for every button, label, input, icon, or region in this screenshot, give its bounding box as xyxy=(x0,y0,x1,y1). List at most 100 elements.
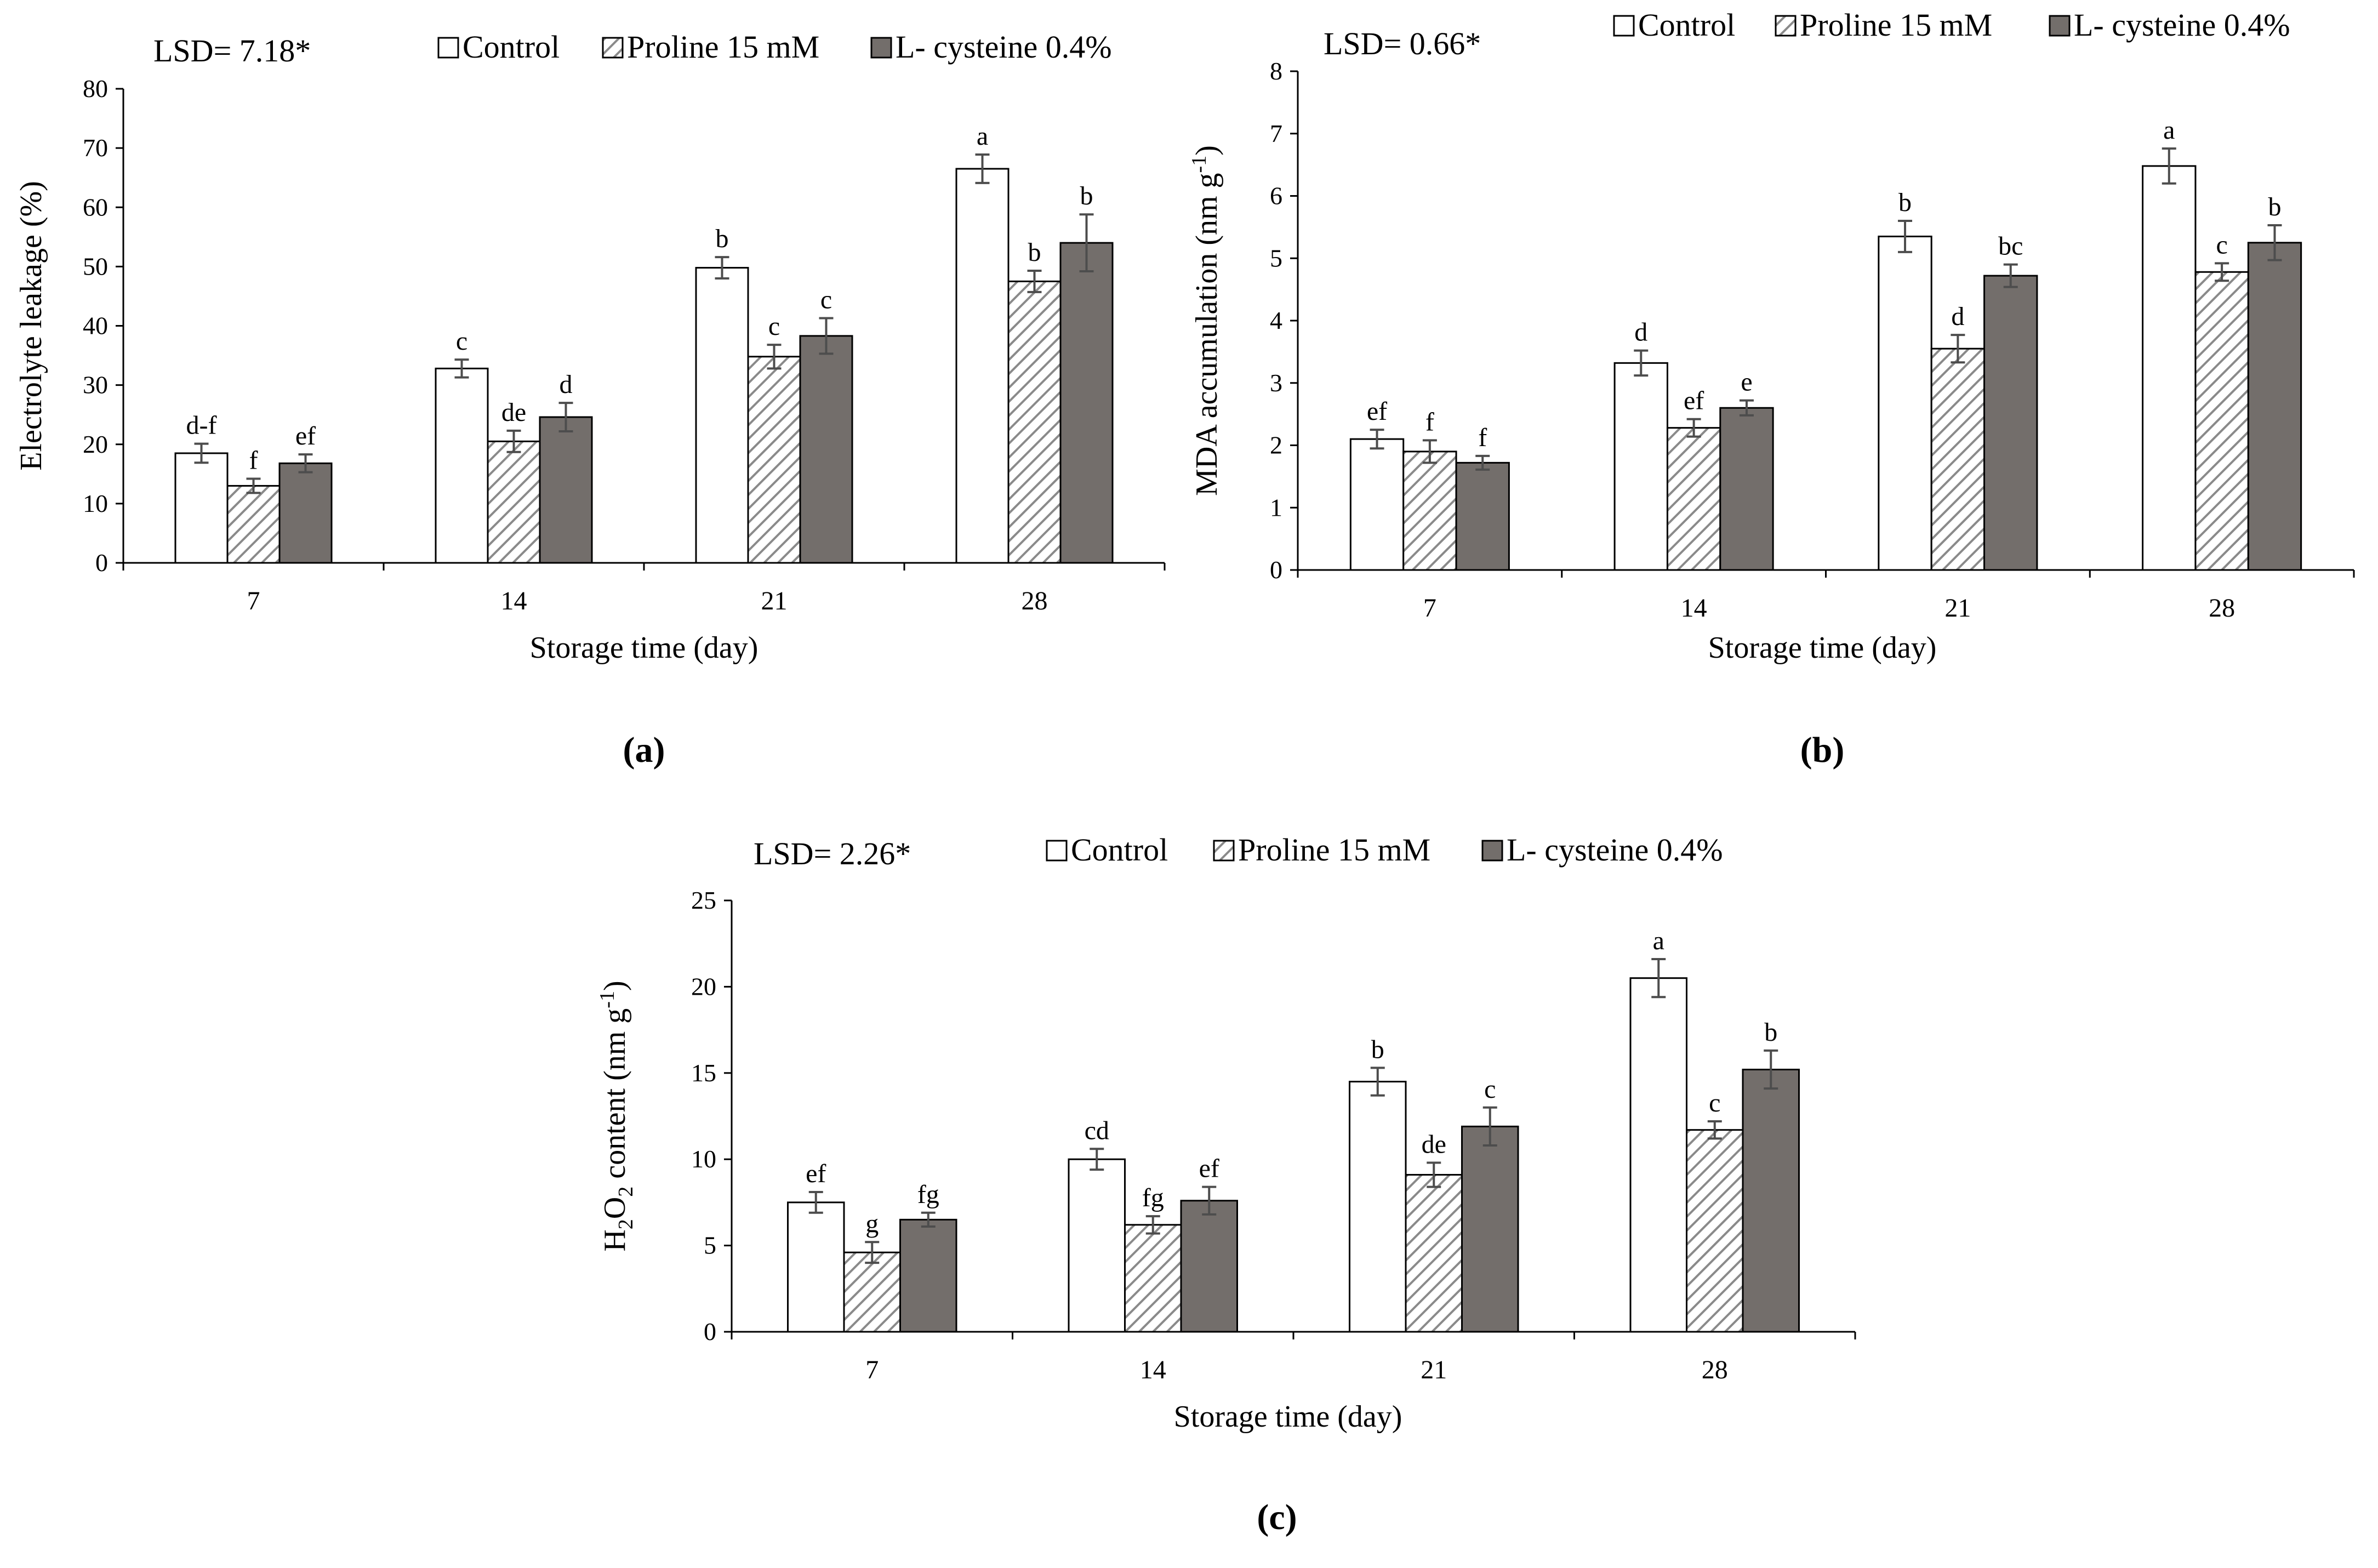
y-tick-label: 3 xyxy=(1270,369,1282,397)
significance-letter: fg xyxy=(917,1180,939,1209)
legend-label: L- cysteine 0.4% xyxy=(1507,832,1723,868)
bar xyxy=(1405,1174,1463,1333)
significance-letter: ef xyxy=(1199,1154,1219,1183)
significance-letter: d-f xyxy=(186,411,217,440)
y-axis-label-sup: -1 xyxy=(1188,156,1211,173)
significance-letter: c xyxy=(2216,230,2227,259)
significance-letter: b xyxy=(1898,188,1912,217)
legend-swatch xyxy=(1046,840,1068,862)
y-axis-label-part: H xyxy=(598,1229,632,1251)
legend-swatch xyxy=(602,37,624,59)
bar xyxy=(1180,1200,1238,1333)
y-tick-label: 2 xyxy=(1270,431,1282,459)
y-axis-label-part: -1 xyxy=(596,991,619,1008)
x-tick-label: 14 xyxy=(501,586,527,615)
significance-letter: a xyxy=(1653,926,1664,955)
x-tick-label: 7 xyxy=(865,1355,879,1384)
y-axis-label-part: O xyxy=(598,1197,632,1219)
significance-letter: b xyxy=(2268,192,2281,221)
significance-letter: a xyxy=(2163,116,2175,145)
bar xyxy=(278,462,333,564)
legend-swatch xyxy=(1213,840,1235,862)
y-tick-label: 30 xyxy=(83,371,108,399)
y-axis-label-main: MDA accumulation (nm g xyxy=(1190,173,1224,495)
bar xyxy=(1349,1081,1407,1333)
x-tick-label: 7 xyxy=(247,586,260,615)
significance-letter: b xyxy=(716,224,729,253)
x-tick-label: 14 xyxy=(1681,594,1707,623)
bar xyxy=(1124,1224,1182,1333)
legend-label: Proline 15 mM xyxy=(1238,832,1430,868)
legend-label: Control xyxy=(1071,832,1168,868)
bar xyxy=(843,1251,901,1333)
x-tick-label: 21 xyxy=(1944,594,1971,623)
y-tick-label: 40 xyxy=(83,312,108,340)
y-tick-label: 8 xyxy=(1270,57,1282,85)
y-tick-label: 1 xyxy=(1270,493,1282,521)
significance-letter: c xyxy=(1484,1075,1496,1104)
legend-label: Control xyxy=(1638,7,1735,43)
y-axis-label-main: Electrolyte leakage (%) xyxy=(14,181,48,471)
legend-swatch xyxy=(1613,15,1635,37)
legend-label: L- cysteine 0.4% xyxy=(2074,7,2290,43)
significance-letter: fg xyxy=(1142,1183,1164,1212)
y-tick-label: 5 xyxy=(704,1231,716,1259)
y-tick-label: 0 xyxy=(704,1318,716,1345)
x-axis-label: Storage time (day) xyxy=(1174,1400,1402,1434)
y-tick-label: 0 xyxy=(95,549,108,577)
significance-letter: cd xyxy=(1085,1116,1109,1145)
significance-letter: c xyxy=(1709,1088,1720,1117)
significance-letter: de xyxy=(501,398,526,427)
bar xyxy=(747,356,801,564)
bar xyxy=(1455,461,1510,571)
y-axis-label-part: 2 xyxy=(614,1219,637,1229)
x-tick-label: 28 xyxy=(1702,1355,1728,1384)
y-axis-label-part: ) xyxy=(598,980,632,991)
legend-swatch xyxy=(437,37,459,59)
x-tick-label: 21 xyxy=(1421,1355,1447,1384)
y-tick-label: 80 xyxy=(83,75,108,102)
bar xyxy=(1402,451,1457,571)
legend-swatch xyxy=(2049,15,2071,37)
y-tick-label: 70 xyxy=(83,134,108,162)
y-tick-label: 15 xyxy=(691,1059,716,1087)
bar xyxy=(174,452,229,564)
significance-letter: f xyxy=(1425,407,1434,436)
bar xyxy=(1007,280,1062,564)
y-axis-label: H2O2 content (nm g-1) xyxy=(596,980,637,1251)
bar xyxy=(226,484,281,564)
significance-letter: ef xyxy=(295,421,316,451)
panel-label: (b) xyxy=(1800,730,1845,770)
significance-letter: f xyxy=(249,446,258,475)
y-tick-label: 0 xyxy=(1270,556,1282,584)
panel-label: (c) xyxy=(1257,1497,1297,1537)
bar xyxy=(2142,165,2197,571)
bar xyxy=(1461,1125,1519,1333)
bar xyxy=(787,1201,845,1333)
bar xyxy=(1742,1069,1800,1333)
legend-label: Control xyxy=(463,29,560,65)
bar xyxy=(1666,427,1721,571)
bar xyxy=(487,440,541,564)
significance-letter: f xyxy=(1478,423,1487,452)
bar xyxy=(1686,1129,1744,1333)
lsd-label: LSD= 2.26* xyxy=(754,836,911,871)
lsd-label: LSD= 0.66* xyxy=(1324,26,1481,61)
lsd-label: LSD= 7.18* xyxy=(153,33,311,69)
y-tick-label: 20 xyxy=(691,972,716,1000)
significance-letter: e xyxy=(1741,368,1752,397)
legend-label: L- cysteine 0.4% xyxy=(896,29,1112,65)
bar xyxy=(435,367,489,564)
significance-letter: ef xyxy=(1367,397,1387,426)
significance-letter: b xyxy=(1028,238,1041,267)
bar xyxy=(1613,362,1668,571)
bar xyxy=(1068,1158,1126,1333)
x-axis-label: Storage time (day) xyxy=(530,631,759,665)
significance-letter: b xyxy=(1764,1018,1777,1047)
bar xyxy=(2247,242,2302,571)
bar xyxy=(1629,977,1687,1333)
legend-swatch xyxy=(1775,15,1797,37)
legend-label: Proline 15 mM xyxy=(627,29,819,65)
y-axis-label-part: content (nm g xyxy=(598,1008,632,1187)
significance-letter: b xyxy=(1371,1035,1384,1064)
